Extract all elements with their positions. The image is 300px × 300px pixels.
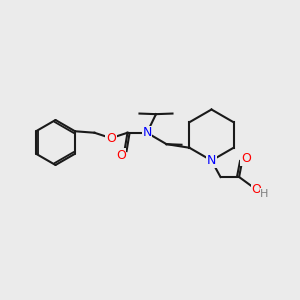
Text: N: N [142, 126, 152, 139]
Text: O: O [116, 149, 126, 162]
Text: H: H [260, 189, 269, 199]
Text: O: O [241, 152, 250, 165]
Text: O: O [251, 183, 261, 196]
Text: N: N [207, 154, 216, 167]
Text: O: O [106, 132, 116, 145]
